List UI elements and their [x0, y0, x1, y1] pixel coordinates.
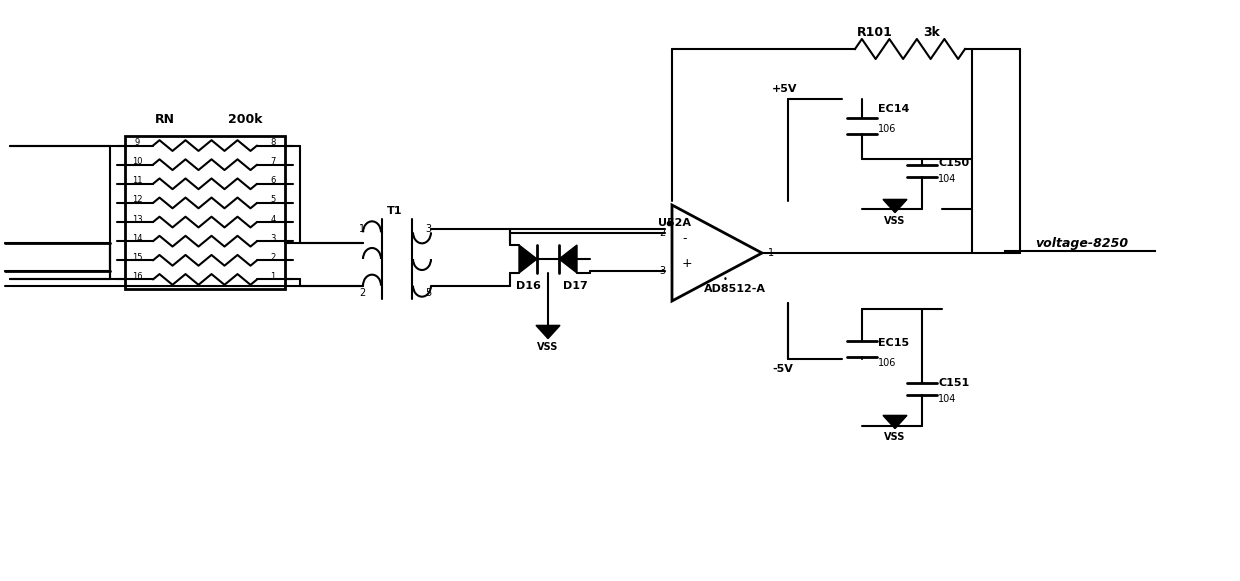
Text: 14: 14 — [131, 234, 143, 243]
Text: 106: 106 — [878, 124, 897, 134]
Bar — [125, 136, 285, 289]
Text: 106: 106 — [878, 358, 897, 368]
Text: 3k: 3k — [924, 27, 940, 40]
Text: VSS: VSS — [884, 432, 905, 442]
Text: 2: 2 — [358, 288, 365, 298]
Text: •: • — [723, 274, 728, 284]
Text: 5: 5 — [425, 288, 432, 298]
Text: 5: 5 — [270, 195, 275, 205]
Text: C150: C150 — [937, 158, 970, 168]
Text: 1: 1 — [270, 272, 275, 281]
Text: 11: 11 — [131, 176, 143, 185]
Text: 1: 1 — [358, 224, 365, 234]
Text: C151: C151 — [937, 378, 970, 388]
Text: 3: 3 — [658, 266, 665, 276]
Text: D16: D16 — [516, 281, 541, 291]
Polygon shape — [520, 245, 537, 273]
Text: 9: 9 — [134, 138, 140, 147]
Text: D17: D17 — [563, 281, 588, 291]
Text: 1: 1 — [768, 248, 774, 258]
Text: +: + — [682, 256, 693, 270]
Text: voltage-8250: voltage-8250 — [1035, 236, 1128, 249]
Text: 3: 3 — [270, 234, 275, 243]
Polygon shape — [883, 199, 906, 213]
Text: -: - — [682, 232, 687, 246]
Text: 104: 104 — [937, 174, 956, 184]
Text: 8: 8 — [270, 138, 275, 147]
Polygon shape — [559, 245, 577, 273]
Text: 13: 13 — [131, 214, 143, 224]
Text: 16: 16 — [131, 272, 143, 281]
Text: -5V: -5V — [773, 364, 792, 374]
Text: 12: 12 — [131, 195, 143, 205]
Polygon shape — [883, 415, 906, 429]
Text: 200k: 200k — [228, 113, 262, 125]
Text: 7: 7 — [270, 157, 275, 166]
Text: 15: 15 — [131, 253, 143, 262]
Text: AD8512-A: AD8512-A — [704, 284, 766, 294]
Text: 6: 6 — [270, 176, 275, 185]
Text: 4: 4 — [270, 214, 275, 224]
Text: R101: R101 — [857, 27, 893, 40]
Text: 10: 10 — [131, 157, 143, 166]
Text: 2: 2 — [270, 253, 275, 262]
Text: 104: 104 — [937, 394, 956, 404]
Text: VSS: VSS — [884, 216, 905, 226]
Text: EC15: EC15 — [878, 338, 909, 348]
Text: 2: 2 — [658, 228, 665, 238]
Text: T1: T1 — [387, 206, 403, 216]
Text: EC14: EC14 — [878, 104, 909, 114]
Text: U52A: U52A — [658, 218, 691, 228]
Text: VSS: VSS — [537, 342, 559, 352]
Text: RN: RN — [155, 113, 175, 125]
Text: 3: 3 — [425, 224, 432, 234]
Text: +5V: +5V — [773, 84, 797, 94]
Polygon shape — [536, 325, 560, 339]
